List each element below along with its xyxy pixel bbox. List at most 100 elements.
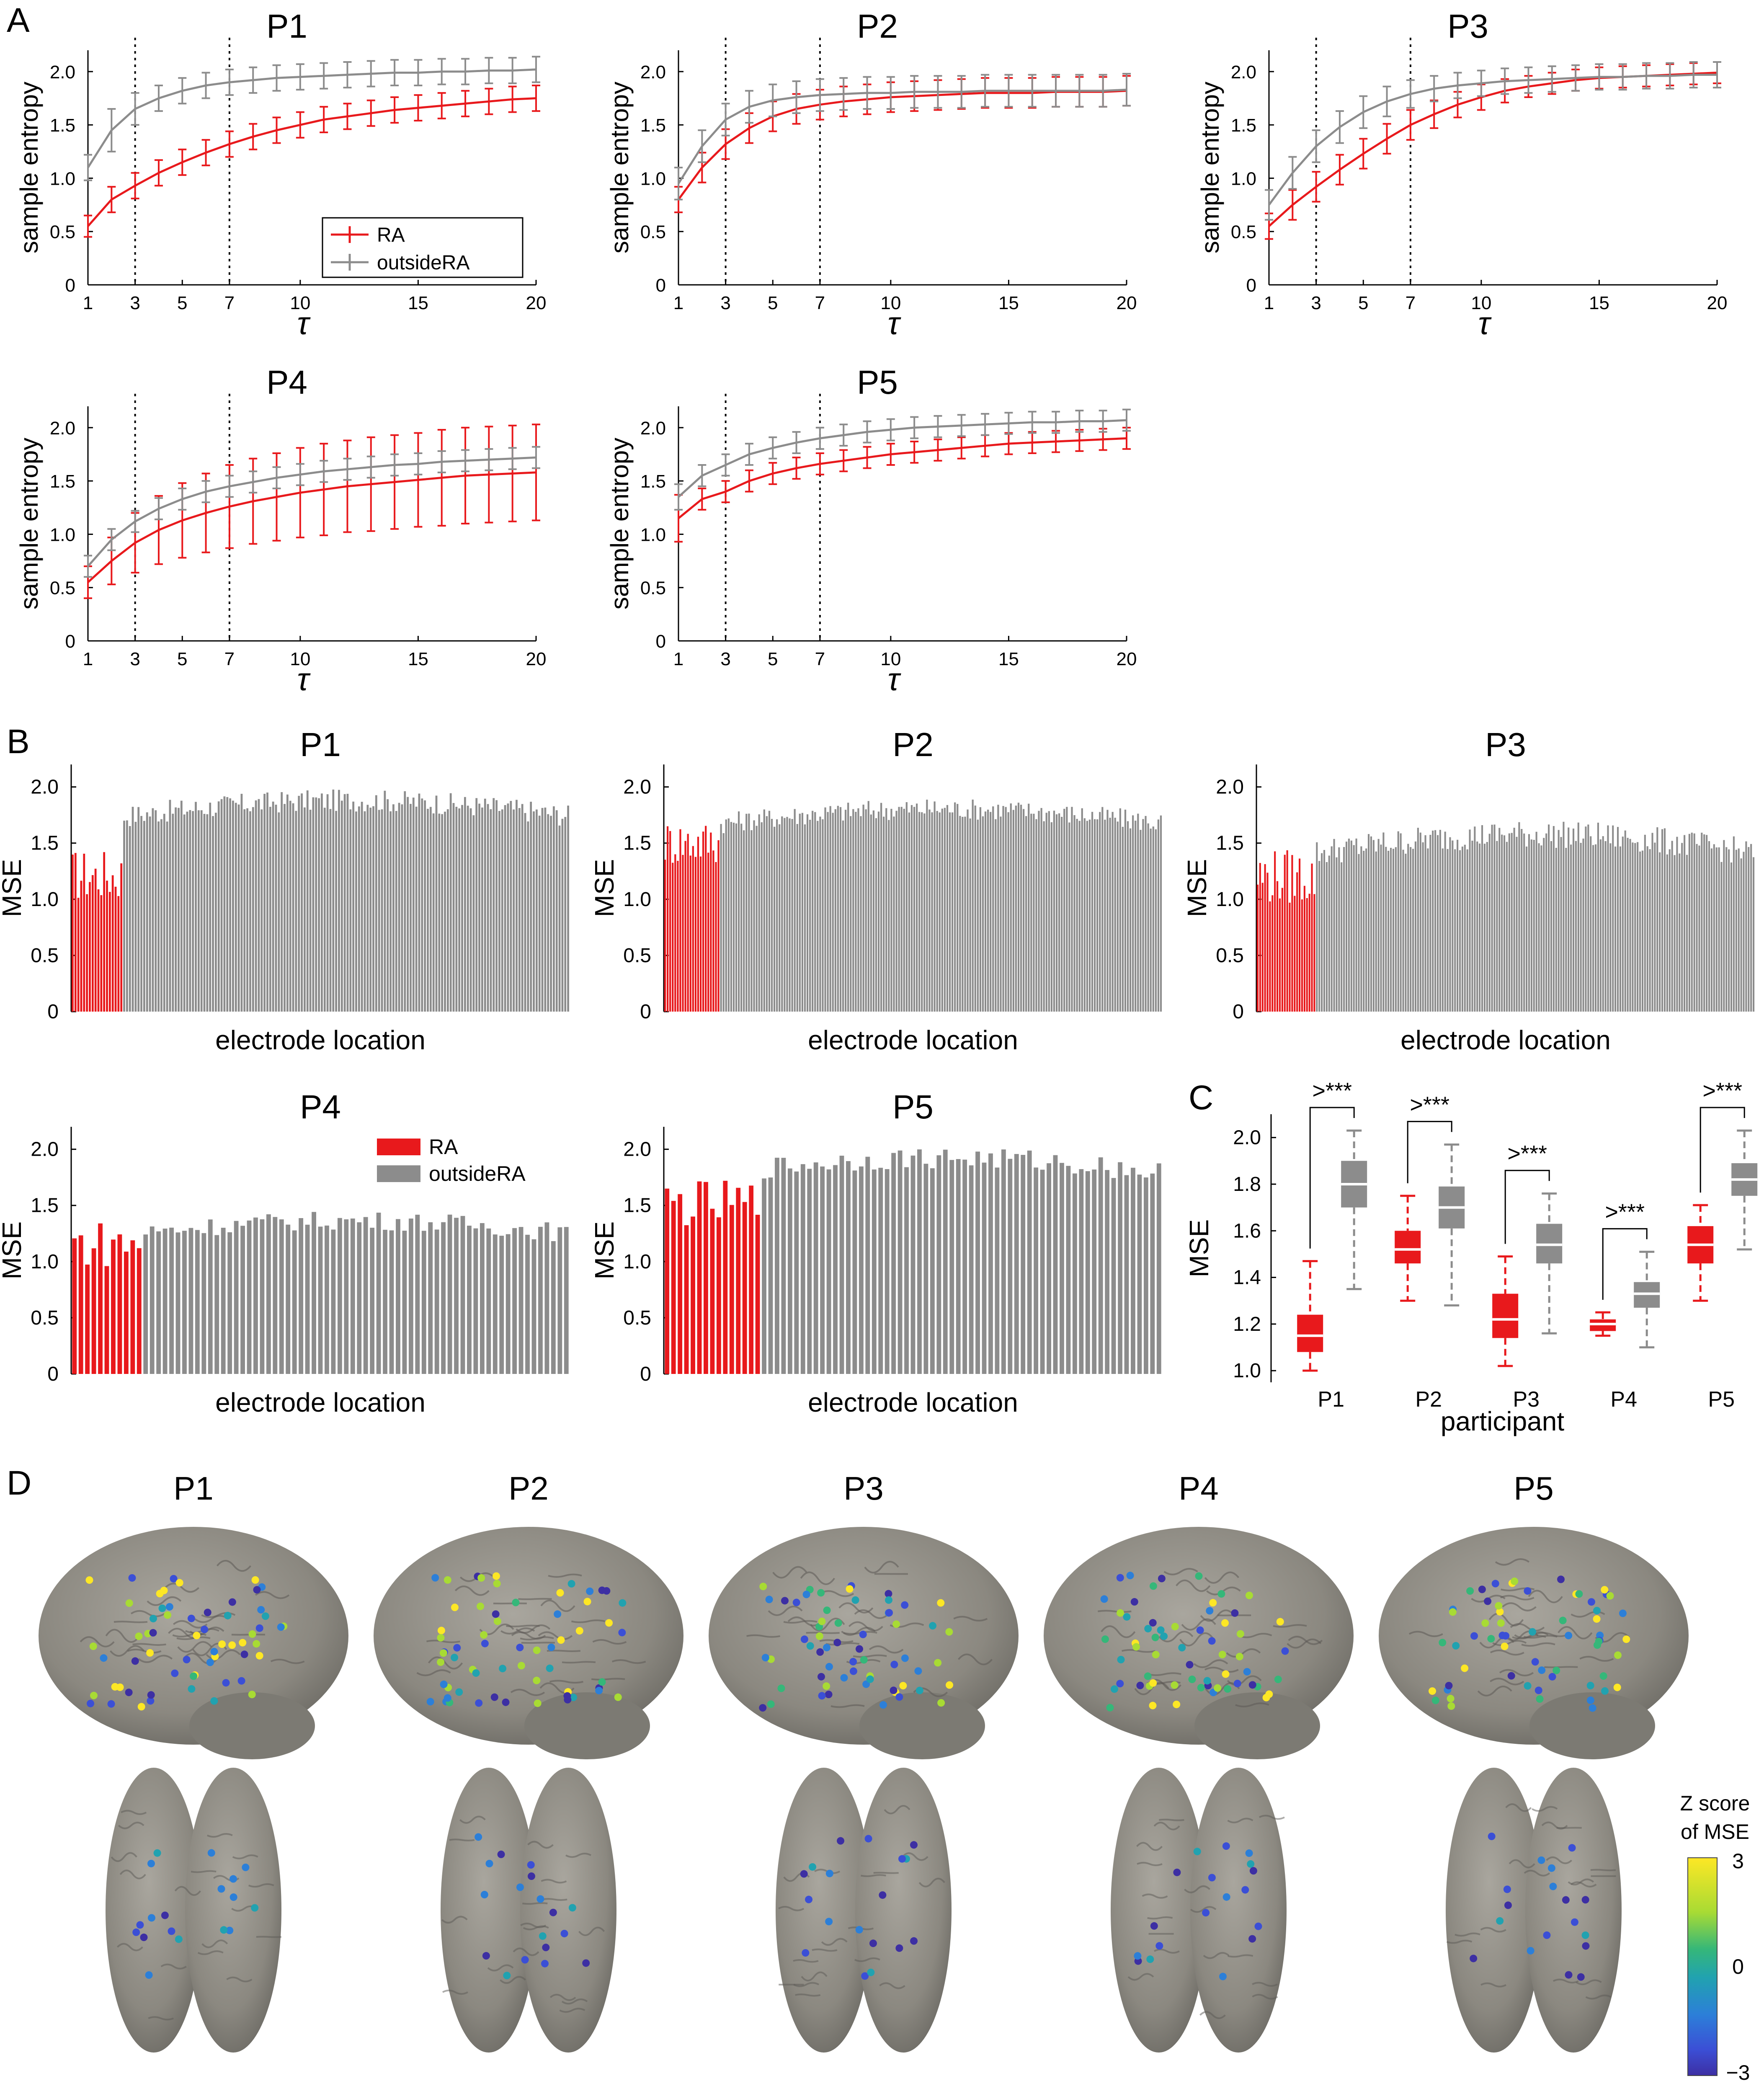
bar-outside — [1076, 818, 1078, 1012]
electrode-dot — [765, 1596, 773, 1603]
panel-c-box-plot: 1.0 1.2 1.4 1.6 1.8 2.0 MSE participant P1 >*** P2… — [1184, 1078, 1758, 1436]
brain-cerebellum — [1529, 1692, 1655, 1759]
bar-outside — [240, 794, 243, 1012]
brain-sulcus — [1521, 1642, 1555, 1647]
x-tick-label: 3 — [1311, 293, 1321, 313]
bar-outside — [1622, 837, 1624, 1012]
bar-outside — [1078, 821, 1081, 1012]
bar-outside — [1331, 846, 1333, 1012]
bar-outside — [381, 809, 383, 1012]
bar-outside — [1597, 822, 1599, 1012]
brain-sulcus — [256, 1936, 281, 1938]
bar-outside — [872, 1169, 877, 1374]
bar-outside — [499, 1236, 504, 1374]
electrode-dot — [914, 1667, 922, 1675]
bar-outside — [454, 1218, 459, 1374]
electrode-dot — [455, 1688, 463, 1696]
bar-outside — [775, 1157, 779, 1374]
electrode-dot — [217, 1885, 225, 1893]
bar-outside — [321, 793, 323, 1012]
x-tick-label: 10 — [1471, 293, 1491, 313]
x-axis-label: τ — [297, 662, 311, 697]
y-tick-label: 0 — [640, 1363, 651, 1385]
electrode-dot — [1132, 1643, 1140, 1651]
brain-sulcus — [812, 1948, 838, 1952]
bar-ra — [85, 1264, 90, 1374]
electrode-dot — [945, 1628, 953, 1636]
electrode-dot — [135, 1632, 143, 1640]
electrode-dot — [1151, 1634, 1159, 1642]
bar-outside — [740, 824, 743, 1012]
y-tick-label: 1.8 — [1233, 1173, 1261, 1195]
bar-outside — [370, 1227, 375, 1374]
electrode-dot — [255, 1624, 263, 1632]
bar-outside — [143, 1234, 148, 1374]
bar-outside — [1471, 840, 1473, 1012]
bar-outside — [796, 824, 798, 1012]
bar-outside — [392, 804, 395, 1012]
brain-sulcus — [957, 1653, 993, 1665]
brain-sulcus — [194, 1615, 229, 1623]
bar-outside — [1083, 818, 1086, 1012]
bar-outside — [819, 816, 821, 1012]
electrode-dot — [1565, 1632, 1573, 1640]
bar-outside — [977, 819, 979, 1012]
electrode-dot — [864, 1835, 872, 1843]
bar-outside — [926, 799, 928, 1012]
brain-sulcus — [1490, 1649, 1524, 1656]
x-axis-label: τ — [1478, 306, 1492, 341]
electrode-dot — [1160, 1632, 1168, 1640]
bar-outside — [221, 1227, 226, 1374]
electrode-dot — [220, 1926, 228, 1934]
bar-outside — [791, 819, 793, 1012]
electrode-dot — [866, 1675, 874, 1683]
bar-outside — [486, 1228, 491, 1374]
bar-outside — [867, 801, 869, 1012]
electrode-dot — [490, 1693, 498, 1701]
bar-outside — [1516, 837, 1518, 1012]
electrode-dot — [171, 1669, 179, 1677]
electrode-dot — [1614, 1651, 1622, 1659]
x-tick-label: 5 — [177, 293, 187, 313]
electrode-dot — [582, 1959, 590, 1967]
bar-outside — [163, 813, 165, 1012]
electrode-dot — [1236, 1630, 1244, 1638]
brain-sulcus — [542, 1898, 567, 1901]
bar-outside — [903, 808, 905, 1012]
bar-ra — [72, 1238, 77, 1374]
brain-ventral-left-hemisphere — [1111, 1768, 1207, 2053]
bar-outside — [1316, 842, 1318, 1012]
bar-outside — [458, 808, 461, 1012]
brain-title-p5: P5 — [1514, 1470, 1553, 1507]
electrode-dot — [1150, 1922, 1158, 1930]
bar-ra — [1306, 898, 1308, 1012]
bar-outside — [1730, 862, 1733, 1012]
bar-outside — [1073, 815, 1075, 1012]
bar-outside — [337, 1218, 342, 1374]
bar-outside — [137, 807, 140, 1012]
brain-sulcus — [879, 1982, 905, 1989]
brain-sulcus — [1509, 1859, 1535, 1869]
brain-sulcus — [121, 1810, 147, 1815]
brain-sulcus — [869, 1645, 904, 1654]
electrode-dot — [595, 1686, 603, 1694]
brain-sulcus — [1226, 1648, 1261, 1658]
y-tick-label: 0 — [65, 275, 75, 296]
brain-cerebellum — [1194, 1692, 1320, 1759]
y-tick-label: 2.0 — [623, 776, 651, 798]
electrode-dot — [1116, 1574, 1124, 1582]
bar-outside — [1333, 839, 1335, 1012]
electrode-dot — [1171, 1623, 1179, 1631]
electrode-dot — [1155, 1942, 1163, 1950]
brain-sulcus — [248, 1883, 274, 1888]
bar-outside — [1091, 812, 1093, 1012]
brain-title-p1: P1 — [173, 1470, 213, 1507]
brain-sulcus — [1273, 1624, 1307, 1628]
electrode-dot — [1531, 1658, 1539, 1666]
box-ra — [1395, 1231, 1421, 1264]
bar-outside — [407, 797, 409, 1012]
bar-outside — [412, 798, 415, 1012]
bar-ra — [106, 880, 108, 1012]
bar-outside — [1104, 819, 1106, 1012]
bar-outside — [1053, 1155, 1058, 1374]
